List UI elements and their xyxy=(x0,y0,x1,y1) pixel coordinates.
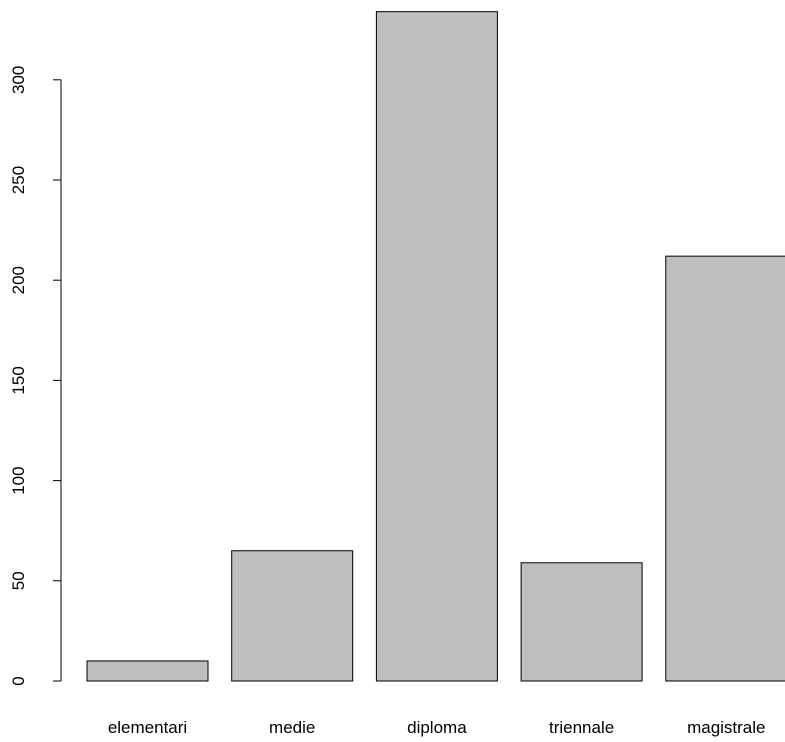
bar-diploma xyxy=(375,11,498,682)
bar-triennale xyxy=(520,562,643,682)
bar-magistrale xyxy=(665,255,785,682)
y-tick-label: 300 xyxy=(9,66,28,94)
x-category-label: diploma xyxy=(407,718,467,737)
y-tick-label: 250 xyxy=(9,166,28,194)
x-axis-labels: elementari medie diploma triennale magistral… xyxy=(108,718,766,737)
x-category-label: medie xyxy=(269,718,315,737)
y-tick-label: 50 xyxy=(9,571,28,590)
y-axis: 0 50 100 150 200 250 300 xyxy=(9,66,62,686)
x-category-label: magistrale xyxy=(687,718,765,737)
bar-medie xyxy=(231,550,354,682)
y-tick-label: 0 xyxy=(9,676,28,685)
bars xyxy=(86,11,785,682)
bar-elementari xyxy=(86,660,209,682)
y-tick-label: 100 xyxy=(9,466,28,494)
x-category-label: triennale xyxy=(549,718,614,737)
y-tick-label: 150 xyxy=(9,366,28,394)
x-category-label: elementari xyxy=(108,718,187,737)
y-tick-label: 200 xyxy=(9,266,28,294)
